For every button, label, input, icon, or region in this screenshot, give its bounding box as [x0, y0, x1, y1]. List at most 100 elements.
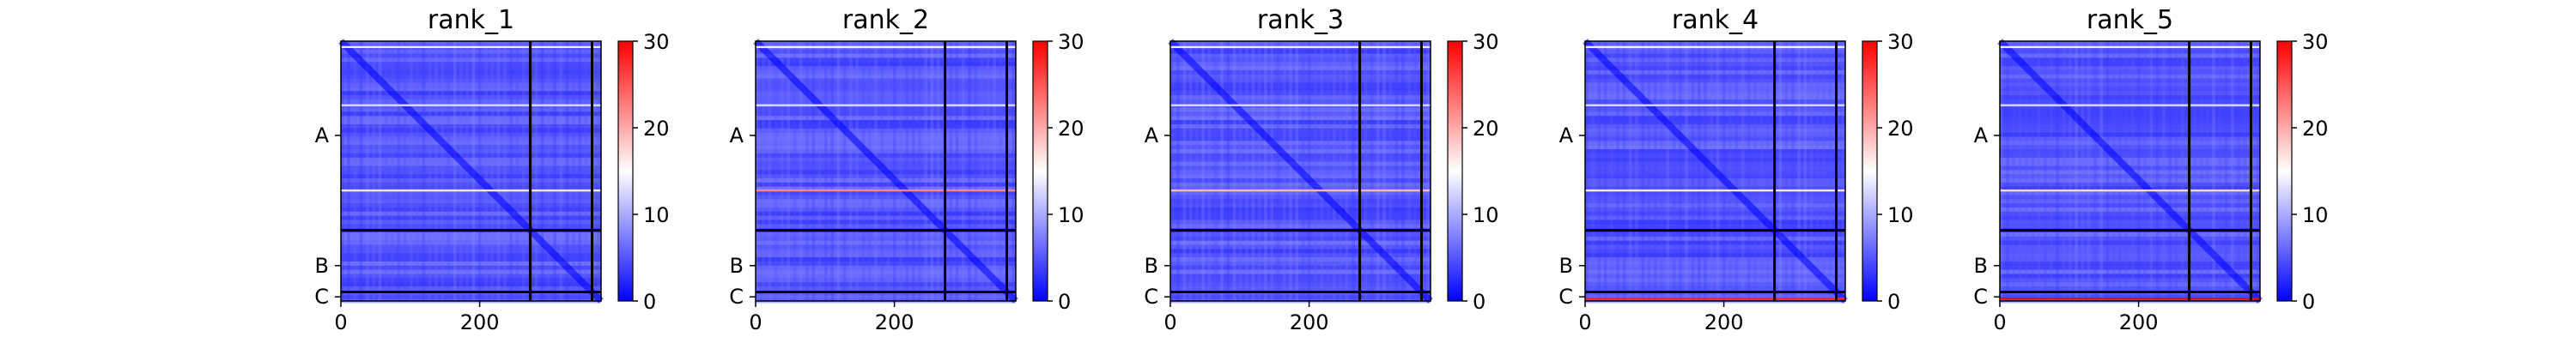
heatmap-row — [756, 178, 1016, 183]
heatmap-row — [1585, 62, 1845, 67]
heatmap-row — [1585, 286, 1845, 291]
heatmap-row — [1585, 66, 1845, 70]
colorbar — [2277, 41, 2292, 301]
heatmap-row — [756, 91, 1016, 96]
heatmap-row — [1170, 74, 1431, 79]
heatmap-row — [1170, 136, 1431, 141]
heatmap-row — [2000, 261, 2260, 266]
heatmap-row — [341, 220, 601, 225]
heatmap-row — [1170, 145, 1431, 150]
heatmap-column — [968, 41, 971, 301]
heatmap-row — [1170, 211, 1431, 216]
heatmap-column — [811, 41, 816, 301]
heatmap-row — [756, 78, 1016, 83]
heatmap-row — [1170, 111, 1431, 117]
heatmap-diagonal — [338, 39, 533, 233]
heatmap-row — [341, 244, 601, 250]
heatmap-column — [1245, 41, 1249, 301]
heatmap-row — [1585, 161, 1845, 166]
heatmap-row — [341, 240, 601, 245]
heatmap-diagonal — [1997, 39, 2192, 233]
heatmap-row — [1170, 153, 1431, 158]
heatmap-row — [2000, 257, 2260, 262]
heatmap-column — [1747, 41, 1751, 301]
heatmap-column — [2155, 41, 2160, 301]
heatmap-row — [341, 232, 601, 237]
heatmap-column — [453, 41, 457, 301]
heatmap-column — [1289, 41, 1292, 301]
colorbar-tick-label: 10 — [1473, 203, 1499, 227]
heatmap-row — [1170, 120, 1431, 124]
heatmap-row — [1585, 153, 1845, 158]
heatmap-high-error-row — [756, 45, 1016, 49]
heatmap-column — [1728, 41, 1732, 301]
heatmap-column — [2087, 41, 2091, 301]
heatmap-column — [509, 41, 513, 301]
heatmap-row — [341, 123, 601, 129]
heatmap-column — [2174, 41, 2178, 301]
heatmap-frame — [1999, 40, 2261, 302]
heatmap-row — [1170, 282, 1431, 287]
colorbar-tick-label: 30 — [643, 30, 670, 54]
panel-title: rank_3 — [1257, 5, 1344, 35]
heatmap-row — [756, 186, 1016, 191]
heatmap-row — [756, 253, 1016, 258]
heatmap-column — [503, 41, 507, 301]
heatmap-row — [1585, 157, 1845, 162]
heatmap-row — [756, 95, 1016, 99]
heatmap-column — [1388, 41, 1393, 301]
heatmap-row — [756, 236, 1016, 241]
heatmap-column — [874, 41, 878, 301]
colorbar — [1862, 41, 1877, 301]
heatmap-column — [2231, 41, 2234, 301]
heatmap-high-error-row — [341, 104, 601, 106]
heatmap-column — [1307, 41, 1311, 301]
x-tick-label: 200 — [1290, 310, 1329, 334]
heatmap-row — [2000, 182, 2260, 187]
heatmap-column — [546, 41, 550, 301]
heatmap-row — [1170, 91, 1431, 96]
heatmap-column — [842, 41, 847, 301]
heatmap-column — [2212, 41, 2215, 301]
colorbar-frame — [2276, 40, 2293, 302]
heatmap-row — [341, 120, 601, 124]
heatmap-column — [2256, 41, 2259, 301]
heatmap-row — [1170, 87, 1431, 92]
heatmap-row — [341, 82, 601, 87]
heatmap-column — [1641, 41, 1645, 301]
heatmap-column — [459, 41, 463, 301]
heatmap-row — [1170, 107, 1431, 112]
heatmap-row — [756, 128, 1016, 133]
heatmap-row — [1585, 91, 1845, 96]
heatmap-column — [1635, 41, 1638, 301]
heatmap-column — [2180, 41, 2184, 301]
heatmap-column — [768, 41, 772, 301]
heatmap-texture — [1585, 41, 1845, 304]
heatmap-column — [1653, 41, 1657, 301]
heatmap-high-error-row — [1585, 189, 1845, 192]
heatmap-row — [1585, 215, 1845, 220]
x-tick-label: 0 — [1578, 310, 1591, 334]
heatmap-column — [1213, 41, 1218, 301]
heatmap-column — [434, 41, 438, 301]
heatmap-column — [1282, 41, 1286, 301]
heatmap-column — [2068, 41, 2072, 301]
heatmap-row — [1170, 244, 1431, 250]
heatmap-column — [1232, 41, 1236, 301]
heatmap-row — [1585, 69, 1845, 75]
heatmap-column — [1407, 41, 1411, 301]
heatmap-row — [1170, 78, 1431, 83]
heatmap-column — [578, 41, 581, 301]
heatmap-row — [2000, 220, 2260, 225]
heatmap-row — [1170, 99, 1431, 104]
heatmap-column — [980, 41, 984, 301]
heatmap-row — [2000, 294, 2260, 299]
heatmap-column — [1264, 41, 1267, 301]
heatmap-row — [2000, 62, 2260, 67]
y-tick-label: C — [1973, 285, 1988, 309]
heatmap-row — [341, 182, 601, 187]
heatmap-row — [2000, 186, 2260, 191]
heatmap-row — [756, 69, 1016, 75]
heatmap-row — [1170, 278, 1431, 283]
